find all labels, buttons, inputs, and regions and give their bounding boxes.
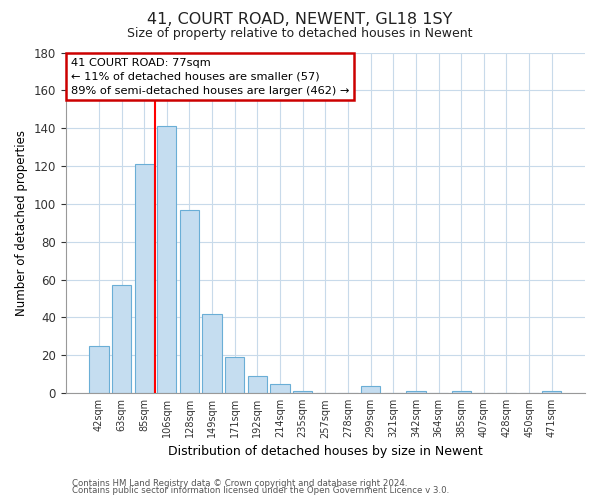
Bar [293, 392, 313, 393]
X-axis label: Distribution of detached houses by size in Newent: Distribution of detached houses by size … [168, 444, 483, 458]
Text: 41, COURT ROAD, NEWENT, GL18 1SY: 41, COURT ROAD, NEWENT, GL18 1SY [148, 12, 452, 28]
Bar [134, 164, 154, 393]
Bar [180, 210, 199, 393]
Bar [112, 286, 131, 393]
Bar [406, 392, 425, 393]
Bar [89, 346, 109, 393]
Bar [202, 314, 222, 393]
Bar [225, 357, 244, 393]
Text: Size of property relative to detached houses in Newent: Size of property relative to detached ho… [127, 28, 473, 40]
Text: Contains public sector information licensed under the Open Government Licence v : Contains public sector information licen… [72, 486, 449, 495]
Bar [452, 392, 471, 393]
Bar [248, 376, 267, 393]
Y-axis label: Number of detached properties: Number of detached properties [15, 130, 28, 316]
Bar [361, 386, 380, 393]
Bar [271, 384, 290, 393]
Text: 41 COURT ROAD: 77sqm
← 11% of detached houses are smaller (57)
89% of semi-detac: 41 COURT ROAD: 77sqm ← 11% of detached h… [71, 58, 349, 96]
Bar [542, 392, 562, 393]
Bar [157, 126, 176, 393]
Text: Contains HM Land Registry data © Crown copyright and database right 2024.: Contains HM Land Registry data © Crown c… [72, 478, 407, 488]
